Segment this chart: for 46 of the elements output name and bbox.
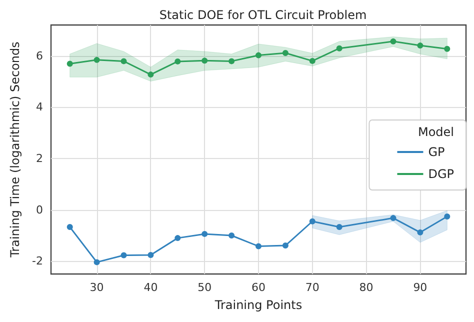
y-tick-label: 2 (36, 152, 43, 165)
point (336, 45, 342, 52)
point (202, 58, 208, 64)
point (148, 72, 154, 78)
x-tick-label: 30 (90, 281, 104, 294)
y-tick-label: -2 (32, 254, 43, 268)
x-tick-label: 50 (198, 281, 212, 294)
point (282, 242, 288, 249)
point (417, 229, 424, 236)
point (256, 52, 262, 58)
point (309, 58, 316, 64)
legend-label: GP (428, 145, 445, 159)
point (282, 50, 288, 56)
point (174, 235, 181, 242)
point (444, 46, 450, 52)
point (120, 58, 127, 64)
x-tick-label: 80 (359, 281, 374, 294)
point (66, 60, 73, 67)
point (336, 224, 342, 230)
point (390, 215, 396, 222)
point (66, 224, 73, 230)
x-axis-title: Training Points (214, 298, 302, 312)
legend-label: DGP (428, 167, 454, 181)
point (94, 56, 100, 63)
point (444, 214, 450, 220)
point (309, 218, 316, 224)
x-tick-label: 40 (144, 281, 158, 294)
point (120, 252, 127, 258)
point (228, 232, 235, 238)
point (174, 58, 181, 64)
x-tick-label: 60 (252, 281, 266, 294)
chart-title: Static DOE for OTL Circuit Problem (159, 8, 367, 22)
legend-title: Model (418, 125, 454, 139)
point (148, 252, 154, 258)
point (417, 42, 424, 49)
point (94, 259, 100, 266)
x-tick-label: 70 (305, 281, 320, 294)
y-axis-title: Training Time (logarithmic) Seconds (8, 42, 22, 258)
point (202, 230, 208, 237)
point (228, 58, 235, 64)
point (390, 38, 396, 44)
y-tick-label: 6 (36, 49, 43, 62)
point (256, 243, 262, 250)
y-tick-label: 4 (36, 100, 43, 114)
x-tick-label: 90 (413, 281, 428, 294)
y-tick-label: 0 (36, 203, 43, 216)
